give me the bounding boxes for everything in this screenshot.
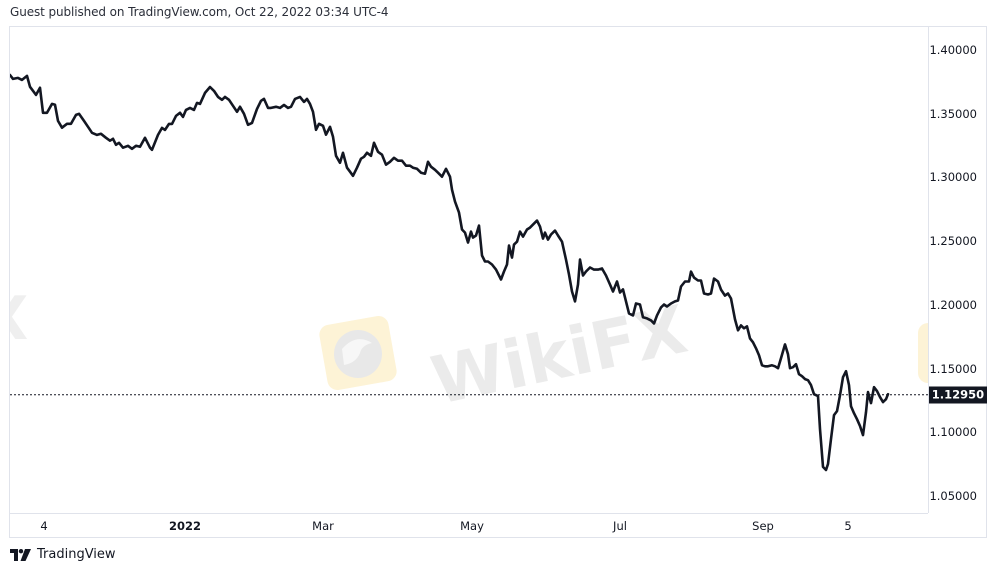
price-tick-label: 1.40000: [929, 43, 977, 57]
price-line-chart: [10, 73, 928, 472]
price-tick-label: 1.25000: [929, 234, 977, 249]
time-tick-label: May: [460, 519, 484, 533]
time-tick-label: 2022: [168, 519, 202, 533]
time-tick-label: Mar: [312, 519, 334, 533]
tradingview-brand-label: TradingView: [37, 547, 116, 562]
price-axis[interactable]: 1.40000 1.35000 1.30000 1.25000 1.20000 1.150…: [928, 27, 987, 513]
price-series-line: [10, 73, 890, 472]
price-tick-label: 1.10000: [929, 425, 977, 440]
price-tick-label: 1.35000: [929, 106, 977, 121]
price-tick-label: 1.05000: [929, 489, 977, 503]
footer-branding[interactable]: TradingView: [10, 547, 116, 562]
price-tick-label: 1.20000: [929, 297, 977, 312]
published-info: Guest published on TradingView.com, Oct …: [10, 5, 389, 19]
time-tick-label: Jul: [613, 519, 627, 533]
price-tick-label: 1.15000: [929, 361, 977, 376]
time-tick-label: 5: [844, 519, 852, 533]
chart-frame: [9, 26, 987, 538]
plot-area[interactable]: WikiFX X WikiFX: [10, 27, 928, 513]
last-price-badge: 1.12950: [929, 386, 987, 404]
time-tick-label: Sep: [752, 519, 774, 533]
price-tick-label: 1.30000: [929, 170, 977, 185]
time-axis[interactable]: 4 2022 Mar May Jul Sep 5: [10, 513, 928, 538]
time-tick-label: 4: [40, 519, 48, 533]
tradingview-logo-icon: [10, 548, 31, 561]
